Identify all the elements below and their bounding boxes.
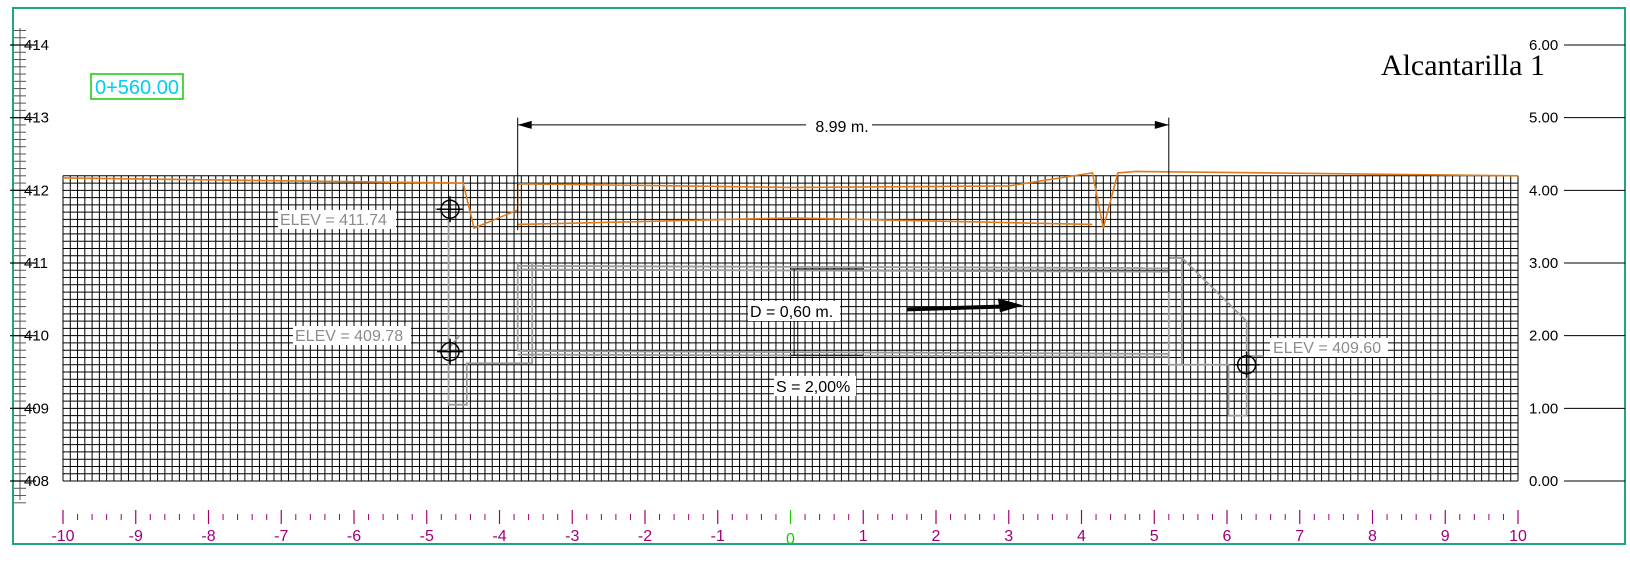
slope-label: S = 2,00% (776, 379, 850, 396)
bottom-axis-label: 0 (786, 531, 795, 548)
right-axis-label: 5.00 (1529, 110, 1558, 127)
right-axis-label: 0.00 (1529, 473, 1558, 490)
left-axis-label: 410 (24, 328, 49, 345)
elevation-labels: ELEV = 411.74 ELEV = 409.78 ELEV = 409.6… (278, 210, 1388, 357)
culvert-invert-outer (517, 350, 1169, 355)
diameter-label-bg (748, 301, 840, 321)
left-axis-label: 408 (24, 473, 49, 490)
right-axis-label: 3.00 (1529, 255, 1558, 272)
left-axis-label: 413 (24, 110, 49, 127)
frame-border (12, 7, 1626, 545)
right-axis-label: 4.00 (1529, 182, 1558, 199)
bottom-axis-label: -7 (274, 528, 288, 545)
bottom-axis-label: 5 (1150, 528, 1159, 545)
station-label: 0+560.00 (90, 73, 184, 100)
diameter-label: D = 0,60 m. (750, 304, 833, 321)
dimension-label-bg (806, 116, 872, 136)
terrain-line (62, 170, 1519, 230)
terrain-profile (62, 170, 1519, 230)
elev-outlet: ELEV = 409.60 (1273, 340, 1381, 357)
left-axis-label: 409 (24, 400, 49, 417)
span-dimension: 8.99 m. (806, 116, 872, 136)
dim-arrow-left (517, 120, 532, 129)
outlet-wingwall (1167, 257, 1248, 417)
bottom-axis-label: -5 (420, 528, 434, 545)
bottom-axis-label: 4 (1077, 528, 1086, 545)
elev-outlet-bg (1270, 338, 1388, 357)
slope-annotation: S = 2,00% (774, 376, 856, 396)
bottom-axis-label: -10 (51, 528, 74, 545)
elev-top-left-bg (278, 210, 396, 229)
elev-inlet: ELEV = 409.78 (295, 328, 403, 345)
dim-arrow-right (1154, 120, 1169, 129)
diameter-annotation: D = 0,60 m. (748, 301, 840, 321)
elev-top-left: ELEV = 411.74 (280, 212, 387, 229)
bottom-axis-label: -3 (565, 528, 579, 545)
bottom-axis-label: 1 (859, 528, 868, 545)
drawing-title: Alcantarilla 1 (1381, 49, 1545, 82)
flow-arrow-head (997, 298, 1024, 313)
bottom-axis-label: 3 (1004, 528, 1013, 545)
culvert-top-outer (517, 265, 1169, 269)
slope-label-bg (774, 376, 856, 396)
elev-inlet-bg (293, 326, 411, 345)
right-axis-label: 2.00 (1529, 328, 1558, 345)
bottom-axis-label: 2 (932, 528, 941, 545)
bottom-axis-label: -6 (347, 528, 361, 545)
bottom-axis-label: 9 (1441, 528, 1450, 545)
bottom-axis-label: -9 (129, 528, 143, 545)
left-axis-label: 412 (24, 182, 49, 199)
bottom-axis-label: 7 (1295, 528, 1304, 545)
bottom-axis-label: -4 (492, 528, 506, 545)
left-axis-label: 414 (24, 37, 49, 54)
culvert-top-inner (517, 268, 1169, 273)
station-text: 0+560.00 (95, 77, 179, 99)
bottom-axis-label: 10 (1509, 528, 1527, 545)
right-axis: 0.00 1.00 2.00 3.00 4.00 5.00 6.00 (1529, 37, 1625, 490)
station-box (90, 73, 184, 100)
flow-arrow-shaft (906, 304, 1009, 312)
benchmark-markers (437, 196, 1260, 378)
bottom-axis-label: -2 (638, 528, 652, 545)
annotations (517, 117, 1170, 356)
bottom-axis: -10 -9 -8 -7 -6 -5 -4 -3 -2 -1 0 1 2 3 4 5 6 7 8 9 10 (51, 510, 1527, 548)
bottom-axis-label: -1 (711, 528, 725, 545)
channel-bottom-line (517, 217, 1093, 226)
left-axis-label: 411 (24, 255, 48, 272)
inlet-headwall (447, 219, 534, 406)
right-axis-label: 1.00 (1529, 400, 1558, 417)
bottom-axis-label: 6 (1223, 528, 1232, 545)
right-axis-label: 6.00 (1529, 37, 1558, 54)
bottom-axis-label: 8 (1368, 528, 1377, 545)
dimension-label: 8.99 m. (815, 119, 868, 136)
bottom-axis-label: -8 (201, 528, 215, 545)
left-axis: 408 409 410 411 412 413 414 (10, 28, 49, 504)
